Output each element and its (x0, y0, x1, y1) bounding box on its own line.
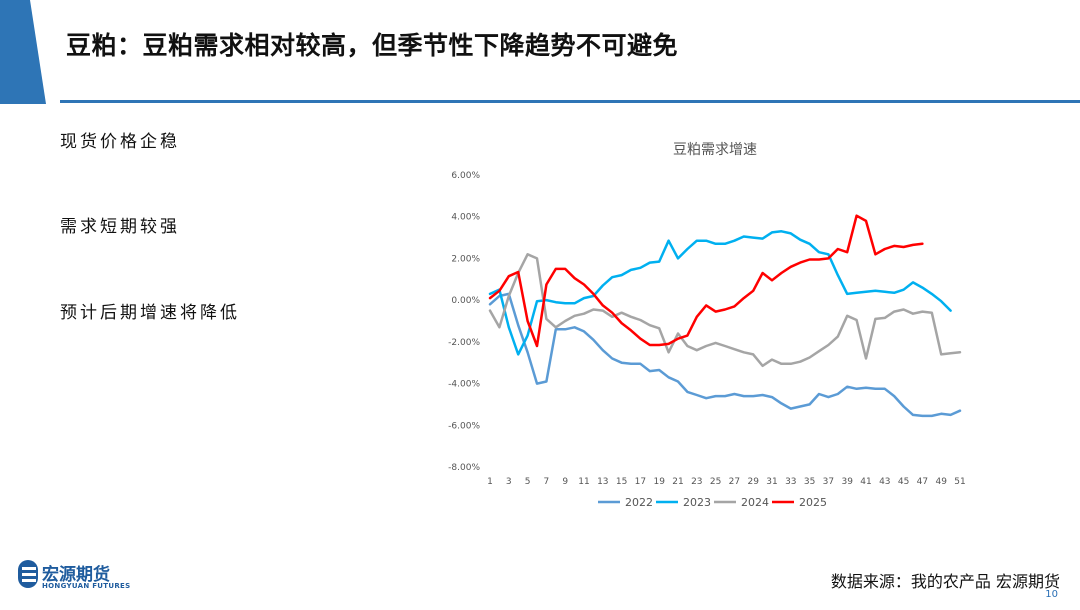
legend-label-2024: 2024 (741, 496, 769, 509)
x-tick-label: 11 (578, 477, 589, 487)
chart-title: 豆粕需求增速 (673, 142, 757, 158)
series-line-2024 (488, 253, 962, 368)
x-tick-label: 31 (766, 477, 777, 487)
x-tick-label: 15 (616, 477, 627, 487)
y-tick-label: 6.00% (451, 171, 480, 181)
legend-label-2025: 2025 (799, 496, 827, 509)
x-tick-label: 3 (506, 477, 512, 487)
x-tick-label: 13 (597, 477, 608, 487)
title-divider (60, 100, 1080, 103)
series-line-2023 (488, 230, 952, 356)
bullet-growth-lower: 预计后期增速将降低 (60, 303, 240, 323)
logo-text-en: HONGYUAN FUTURES (42, 582, 131, 590)
x-tick-label: 45 (898, 477, 909, 487)
data-source: 数据来源：我的农产品 宏源期货 (830, 572, 1060, 591)
logo-text-cn: 宏源期货 (42, 565, 110, 585)
x-tick-label: 19 (653, 477, 665, 487)
x-tick-label: 37 (823, 477, 834, 487)
x-tick-label: 49 (935, 477, 947, 487)
x-tick-label: 43 (879, 477, 890, 487)
x-tick-label: 39 (841, 477, 853, 487)
bullet-spot-price: 现货价格企稳 (60, 132, 180, 152)
x-tick-label: 51 (954, 477, 965, 487)
y-tick-label: 4.00% (451, 213, 480, 223)
bullet-demand-strong: 需求短期较强 (60, 217, 180, 237)
x-tick-label: 1 (487, 477, 493, 487)
x-tick-label: 21 (672, 477, 683, 487)
page-number: 10 (1045, 589, 1058, 600)
page-title: 豆粕：豆粕需求相对较高，但季节性下降趋势不可避免 (66, 31, 679, 60)
y-tick-label: 2.00% (451, 254, 480, 264)
y-tick-label: -8.00% (448, 463, 480, 473)
series-line-2025 (488, 214, 924, 348)
series-line-2022 (488, 292, 962, 418)
x-tick-label: 27 (729, 477, 740, 487)
hongyuan-logo-icon (18, 560, 38, 588)
x-tick-label: 47 (917, 477, 928, 487)
x-tick-label: 29 (747, 477, 759, 487)
y-tick-label: -6.00% (448, 421, 480, 431)
y-tick-label: -2.00% (448, 338, 480, 348)
legend-label-2022: 2022 (625, 496, 653, 509)
x-tick-label: 17 (635, 477, 646, 487)
x-tick-label: 33 (785, 477, 796, 487)
legend-label-2023: 2023 (683, 496, 711, 509)
x-tick-label: 5 (525, 477, 531, 487)
x-tick-label: 23 (691, 477, 702, 487)
x-tick-label: 7 (544, 477, 550, 487)
y-tick-label: 0.00% (451, 296, 480, 306)
x-tick-label: 9 (562, 477, 568, 487)
demand-growth-chart: 豆粕需求增速 6.00% 4.00% 2.00% 0.00% -2.00% -4.00% -6… (448, 142, 966, 509)
y-tick-label: -4.00% (448, 380, 480, 390)
title-accent-shape (0, 0, 46, 104)
x-tick-label: 35 (804, 477, 815, 487)
x-tick-label: 25 (710, 477, 721, 487)
x-tick-label: 41 (860, 477, 871, 487)
